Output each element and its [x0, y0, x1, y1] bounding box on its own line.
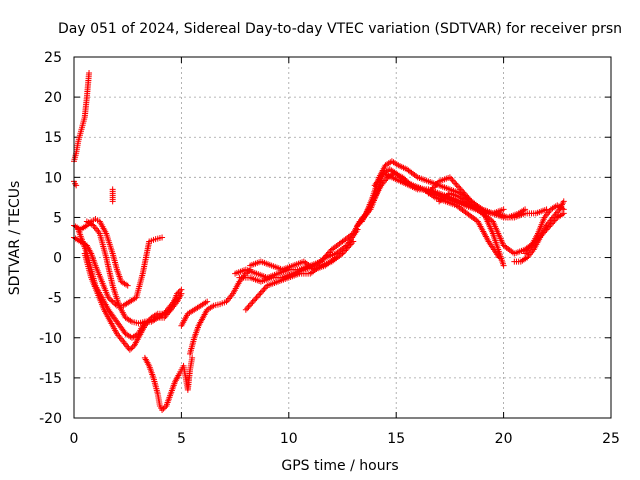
data-point	[124, 282, 131, 289]
x-tick-labels: 0 5 10 15 20 25	[70, 431, 620, 447]
series-early-rise	[71, 70, 93, 165]
data-point	[128, 345, 135, 352]
x-tick-label: 5	[177, 431, 186, 447]
series-late-1	[425, 174, 550, 221]
y-tick-label: -5	[48, 291, 62, 307]
data-point	[500, 206, 507, 213]
series-recovery	[186, 266, 254, 357]
data-point	[350, 238, 357, 245]
data-point	[86, 70, 93, 77]
y-tick-label: 0	[53, 251, 62, 267]
data-point	[106, 296, 113, 303]
y-tick-labels: -20 -15 -10 -5 0 5 10 15 20 25	[39, 50, 62, 427]
y-tick-label: -20	[39, 411, 62, 427]
data-point	[500, 262, 507, 269]
x-tick-label: 15	[387, 431, 405, 447]
data-point	[176, 287, 183, 294]
y-axis-label: SDTVAR / TECUs	[7, 181, 23, 296]
data-point	[126, 346, 133, 353]
data-point	[178, 290, 185, 297]
series-dip	[141, 354, 196, 413]
series-late-4	[522, 202, 567, 257]
series-track-d	[81, 250, 181, 353]
data-point	[108, 297, 115, 304]
data-point	[560, 198, 567, 205]
y-tick-label: -10	[39, 331, 62, 347]
x-tick-label: 0	[70, 431, 79, 447]
y-tick-label: 15	[44, 130, 62, 146]
data-point	[159, 234, 166, 241]
data-point	[189, 354, 196, 361]
y-tick-label: 10	[44, 170, 62, 186]
data-points	[71, 70, 567, 413]
x-tick-label: 25	[602, 431, 620, 447]
series-mid-4	[247, 254, 340, 273]
plot-border	[73, 56, 612, 419]
data-point	[333, 254, 340, 261]
series-left-step	[178, 298, 211, 329]
x-tick-label: 10	[280, 431, 298, 447]
y-tick-label: 25	[44, 50, 62, 66]
series-late-3	[511, 198, 567, 265]
series-track-e	[83, 218, 185, 327]
x-tick-label: 20	[495, 431, 513, 447]
chart-title: Day 051 of 2024, Sidereal Day-to-day VTE…	[58, 21, 622, 37]
x-axis-label: GPS time / hours	[281, 458, 398, 474]
data-point	[111, 300, 118, 307]
data-point	[160, 405, 167, 412]
data-point	[159, 406, 166, 413]
data-point	[109, 298, 116, 305]
data-point	[204, 298, 211, 305]
grid-lines	[74, 57, 611, 418]
data-point	[109, 198, 116, 205]
y-tick-label: 5	[53, 210, 62, 226]
series-early-spike	[109, 186, 116, 205]
data-point	[161, 404, 168, 411]
data-point	[496, 254, 503, 261]
data-point	[560, 206, 567, 213]
data-point	[105, 294, 112, 301]
y-tick-label: -15	[39, 371, 62, 387]
y-tick-label: 20	[44, 90, 62, 106]
